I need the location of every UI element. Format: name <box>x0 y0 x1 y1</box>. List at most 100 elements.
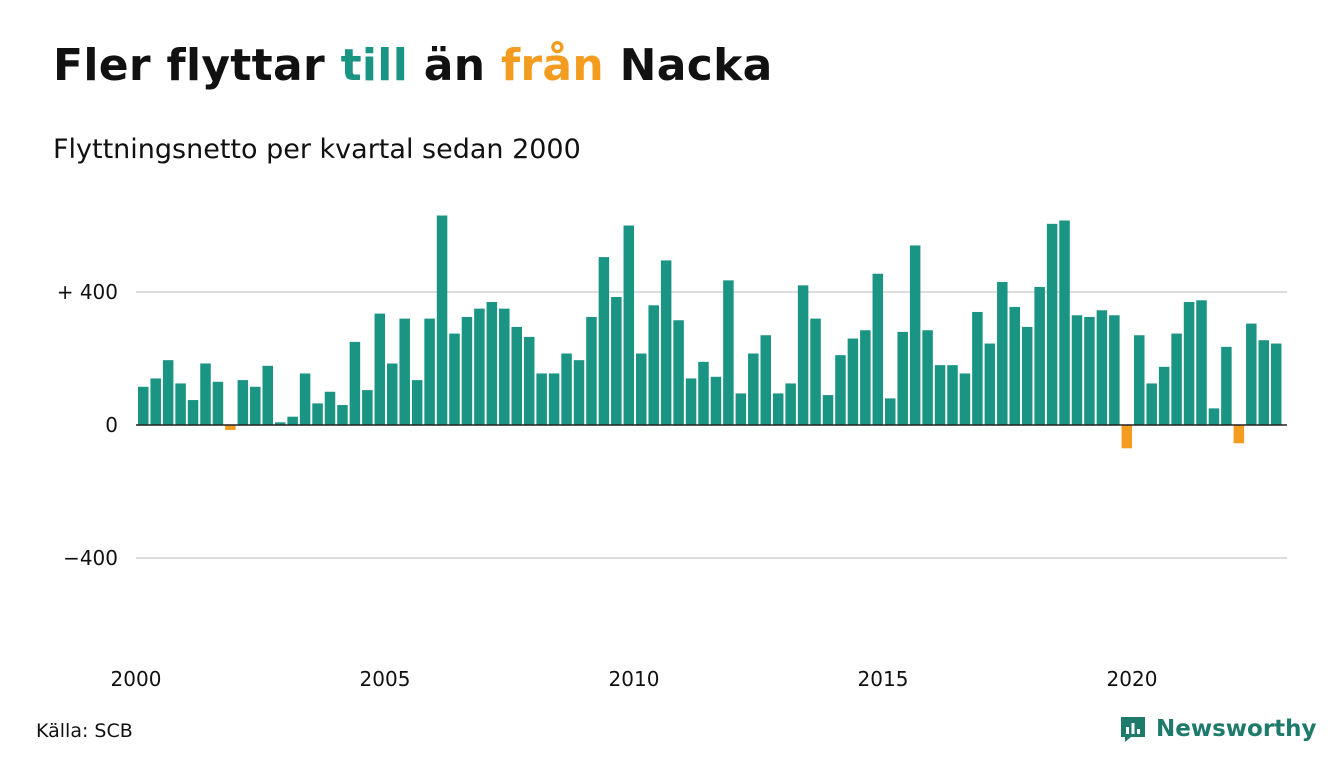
bar-2011-q1 <box>685 378 697 425</box>
bar-2002-q3 <box>262 365 273 425</box>
bar-2021-q4 <box>1221 346 1232 425</box>
bar-2014-q1 <box>835 355 846 426</box>
bar-2020-q2 <box>1146 383 1157 425</box>
bar-2016-q4 <box>972 311 983 425</box>
bar-2004-q3 <box>362 390 373 425</box>
chart-title: Fler flyttar till än från Nacka <box>53 40 773 91</box>
title-fran: från <box>500 40 604 91</box>
bar-2015-q3 <box>909 245 921 425</box>
x-tick-label: 2005 <box>360 667 411 691</box>
bar-2014-q3 <box>860 330 871 425</box>
source-note: Källa: SCB <box>36 720 133 742</box>
x-tick-label: 2010 <box>609 667 660 691</box>
bar-2006-q3 <box>461 316 473 425</box>
bar-2013-q4 <box>822 395 834 425</box>
bar-2021-q1 <box>1183 301 1195 426</box>
title-part-1: Fler flyttar <box>53 40 341 91</box>
bar-2011-q3 <box>710 376 722 425</box>
bar-2012-q1 <box>735 393 747 425</box>
bar-2009-q2 <box>598 257 610 425</box>
bar-2000-q2 <box>150 378 161 425</box>
bar-2022-q3 <box>1258 340 1269 425</box>
bar-2007-q4 <box>523 336 535 425</box>
x-tick-labels: 2000 2005 2010 2015 2020 <box>111 667 1158 691</box>
bar-2006-q2 <box>449 333 460 425</box>
bar-2001-q1 <box>187 400 199 425</box>
bar-2018-q1 <box>1034 287 1045 425</box>
bar-2013-q1 <box>785 383 796 425</box>
title-till: till <box>340 40 409 91</box>
bar-2017-q4 <box>1021 326 1033 425</box>
bar-2015-q1 <box>885 398 896 425</box>
bar-2018-q4 <box>1071 315 1083 425</box>
bar-2011-q4 <box>723 280 734 425</box>
bar-2016-q1 <box>934 365 946 425</box>
newsworthy-logo-text: Newsworthy <box>1156 716 1317 742</box>
bar-chart: + 400 0 −400 2000 2005 2010 2015 2020 <box>57 215 1287 691</box>
bar-2003-q4 <box>324 391 336 425</box>
bar-2019-q1 <box>1084 316 1095 425</box>
bar-2009-q3 <box>611 296 622 425</box>
bar-2009-q4 <box>623 225 635 425</box>
bar-2013-q3 <box>810 318 821 425</box>
bar-2018-q3 <box>1059 220 1070 425</box>
bar-2012-q2 <box>748 353 759 425</box>
bar-2003-q2 <box>299 373 311 425</box>
bar-2005-q3 <box>411 380 423 425</box>
bar-2010-q3 <box>660 260 672 425</box>
bar-2016-q3 <box>959 373 971 425</box>
bar-2001-q3 <box>212 381 224 425</box>
bar-2016-q2 <box>947 365 958 425</box>
bar-2008-q3 <box>561 353 572 425</box>
bar-2004-q1 <box>337 405 348 425</box>
bar-2008-q2 <box>548 373 560 425</box>
title-part-3: än <box>408 40 501 91</box>
y-tick-label: −400 <box>63 546 118 570</box>
bar-2009-q1 <box>586 316 597 425</box>
bar-2020-q1 <box>1134 335 1145 426</box>
bar-2014-q4 <box>872 273 884 425</box>
chart-subtitle: Flyttningsnetto per kvartal sedan 2000 <box>53 134 581 165</box>
bar-2005-q1 <box>387 363 398 425</box>
bar-2002-q4 <box>274 422 286 425</box>
bar-2017-q2 <box>997 282 1008 425</box>
bar-2014-q2 <box>847 338 859 425</box>
bar-2004-q2 <box>349 341 361 426</box>
bar-2000-q3 <box>162 360 174 425</box>
y-tick-labels: + 400 0 −400 <box>57 280 118 570</box>
bar-2019-q4 <box>1121 425 1133 449</box>
bar-2007-q3 <box>511 326 522 425</box>
y-tick-label: + 400 <box>57 280 118 304</box>
bar-2007-q1 <box>486 301 498 426</box>
bar-2008-q4 <box>573 360 585 425</box>
bar-2002-q2 <box>250 386 261 425</box>
bar-2007-q2 <box>499 308 510 426</box>
bar-2000-q4 <box>175 383 186 425</box>
bar-2020-q4 <box>1171 333 1182 425</box>
x-tick-label: 2020 <box>1107 667 1158 691</box>
bar-2015-q2 <box>897 331 908 425</box>
newsworthy-logo: Newsworthy <box>1118 714 1317 744</box>
bar-2022-q1 <box>1233 425 1245 444</box>
bar-2012-q3 <box>760 335 771 426</box>
bar-2019-q3 <box>1109 315 1120 425</box>
bar-2022-q2 <box>1246 323 1257 425</box>
bars <box>138 215 1282 449</box>
bar-2005-q2 <box>399 318 410 425</box>
bar-2010-q4 <box>673 320 684 425</box>
title-part-5: Nacka <box>604 40 773 91</box>
bar-2003-q3 <box>312 403 323 425</box>
bar-2006-q4 <box>474 308 485 426</box>
bar-2015-q4 <box>922 330 933 425</box>
bar-2000-q1 <box>138 386 149 425</box>
newsworthy-logo-icon <box>1121 717 1145 742</box>
bar-2012-q4 <box>772 393 784 425</box>
bar-2001-q4 <box>225 425 236 430</box>
bar-2010-q2 <box>648 305 659 425</box>
bar-2017-q1 <box>984 343 996 425</box>
bar-2017-q3 <box>1009 306 1020 425</box>
bar-2005-q4 <box>424 318 435 425</box>
bar-2010-q1 <box>636 353 647 425</box>
bar-2001-q2 <box>200 363 211 425</box>
bar-2020-q3 <box>1158 366 1170 425</box>
